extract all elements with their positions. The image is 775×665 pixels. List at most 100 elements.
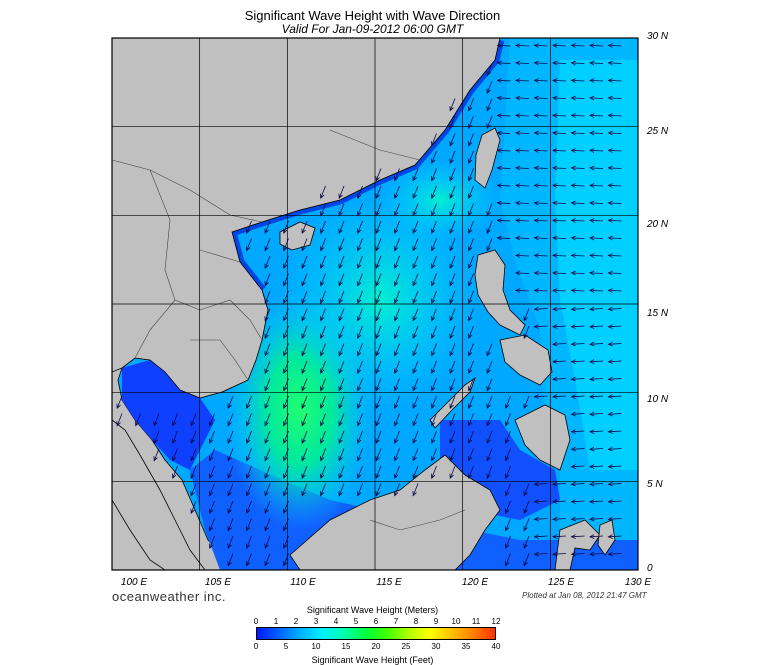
- wave-direction-arrow: [515, 270, 530, 276]
- wave-direction-arrow: [607, 130, 622, 136]
- wave-direction-arrow: [552, 516, 567, 522]
- wave-direction-arrow: [264, 238, 271, 252]
- wave-direction-arrow: [570, 43, 585, 48]
- wave-direction-arrow: [449, 98, 456, 112]
- wave-direction-arrow: [393, 255, 400, 269]
- wave-direction-arrow: [552, 359, 567, 364]
- wave-direction-arrow: [533, 534, 548, 539]
- wave-direction-arrow: [570, 270, 585, 276]
- wave-direction-arrow: [486, 378, 493, 392]
- wave-direction-arrow: [375, 185, 382, 199]
- wave-direction-arrow: [496, 130, 511, 136]
- wave-direction-arrow: [589, 270, 604, 276]
- wave-direction-arrow: [449, 168, 456, 182]
- wave-direction-arrow: [570, 253, 585, 258]
- wave-direction-arrow: [245, 465, 252, 479]
- wave-direction-arrow: [449, 220, 456, 234]
- wave-direction-arrow: [607, 516, 622, 522]
- wave-direction-arrow: [589, 200, 604, 206]
- wave-direction-arrow: [282, 518, 289, 532]
- wave-direction-arrow: [552, 95, 567, 101]
- wave-direction-arrow: [375, 395, 382, 409]
- wave-direction-arrow: [607, 43, 622, 48]
- wave-direction-arrow: [486, 465, 493, 479]
- wave-direction-arrow: [467, 203, 474, 217]
- wave-direction-arrow: [533, 78, 548, 83]
- wave-direction-arrow: [486, 63, 493, 77]
- wave-direction-arrow: [412, 378, 419, 392]
- wave-direction-arrow: [589, 60, 604, 66]
- wave-direction-arrow: [515, 130, 530, 136]
- wave-direction-arrow: [449, 413, 456, 427]
- land-sumatra: [112, 499, 166, 570]
- wave-direction-arrow: [570, 394, 585, 399]
- wave-direction-arrow: [552, 306, 567, 312]
- wave-direction-arrow: [301, 238, 308, 252]
- wave-direction-arrow: [589, 306, 604, 312]
- wave-direction-arrow: [245, 518, 252, 532]
- wave-direction-arrow: [467, 220, 474, 234]
- wave-direction-arrow: [552, 218, 567, 223]
- wave-direction-arrow: [245, 483, 252, 497]
- wave-direction-arrow: [523, 395, 530, 409]
- wave-direction-arrow: [412, 325, 419, 339]
- wave-direction-arrow: [208, 430, 215, 444]
- wave-direction-arrow: [301, 290, 308, 304]
- lat-label-0: 0: [647, 563, 653, 574]
- colorbar-feet-tick: 20: [371, 642, 381, 651]
- wave-direction-arrow: [430, 150, 437, 164]
- wave-direction-arrow: [375, 360, 382, 374]
- wave-direction-arrow: [301, 483, 308, 497]
- wave-direction-arrow: [393, 308, 400, 322]
- wave-direction-arrow: [264, 518, 271, 532]
- wave-direction-arrow: [467, 308, 474, 322]
- wave-direction-arrow: [449, 150, 456, 164]
- wave-direction-arrow: [430, 185, 437, 199]
- wave-direction-arrow: [393, 238, 400, 252]
- wave-direction-arrow: [393, 395, 400, 409]
- wave-direction-arrow: [607, 235, 622, 241]
- wave-direction-arrow: [449, 203, 456, 217]
- lon-label-125e: 125 E: [547, 577, 575, 588]
- wave-direction-arrow: [515, 235, 530, 241]
- wave-direction-arrow: [245, 430, 252, 444]
- wave-direction-arrow: [301, 448, 308, 462]
- wave-direction-arrow: [319, 238, 326, 252]
- wave-direction-arrow: [504, 535, 511, 549]
- wave-direction-arrow: [570, 499, 585, 504]
- wave-direction-arrow: [523, 325, 530, 339]
- colorbar-meters-tick: 2: [293, 617, 299, 626]
- wave-direction-arrow: [412, 168, 419, 182]
- wave-direction-arrow: [264, 448, 271, 462]
- wave-direction-arrow: [533, 516, 548, 522]
- wave-direction-arrow: [496, 95, 511, 101]
- wave-direction-arrow: [467, 413, 474, 427]
- wave-direction-arrow: [356, 185, 363, 199]
- wave-direction-arrow: [467, 378, 474, 392]
- wave-direction-arrow: [338, 430, 345, 444]
- wave-direction-arrow: [523, 535, 530, 549]
- wave-direction-arrow: [338, 343, 345, 357]
- colorbar-meters-tick: 7: [393, 617, 399, 626]
- wave-direction-arrow: [227, 500, 234, 514]
- lat-label-15n: 15 N: [647, 308, 669, 319]
- wave-direction-arrow: [208, 465, 215, 479]
- wave-direction-arrow: [264, 483, 271, 497]
- wave-direction-arrow: [467, 255, 474, 269]
- wave-direction-arrow: [467, 98, 474, 112]
- wave-direction-arrow: [190, 430, 197, 444]
- wave-direction-arrow: [449, 185, 456, 199]
- wave-direction-arrow: [412, 308, 419, 322]
- wave-direction-arrow: [467, 395, 474, 409]
- wave-direction-arrow: [496, 183, 511, 188]
- wave-direction-arrow: [319, 378, 326, 392]
- wave-direction-arrow: [356, 220, 363, 234]
- wave-direction-arrow: [533, 551, 548, 557]
- wave-direction-arrow: [496, 200, 511, 206]
- wave-direction-arrow: [301, 413, 308, 427]
- wave-direction-arrow: [523, 553, 530, 567]
- wave-direction-arrow: [589, 534, 604, 539]
- land-taiwan: [474, 127, 501, 189]
- wave-direction-arrow: [319, 343, 326, 357]
- wave-direction-arrow: [227, 553, 234, 567]
